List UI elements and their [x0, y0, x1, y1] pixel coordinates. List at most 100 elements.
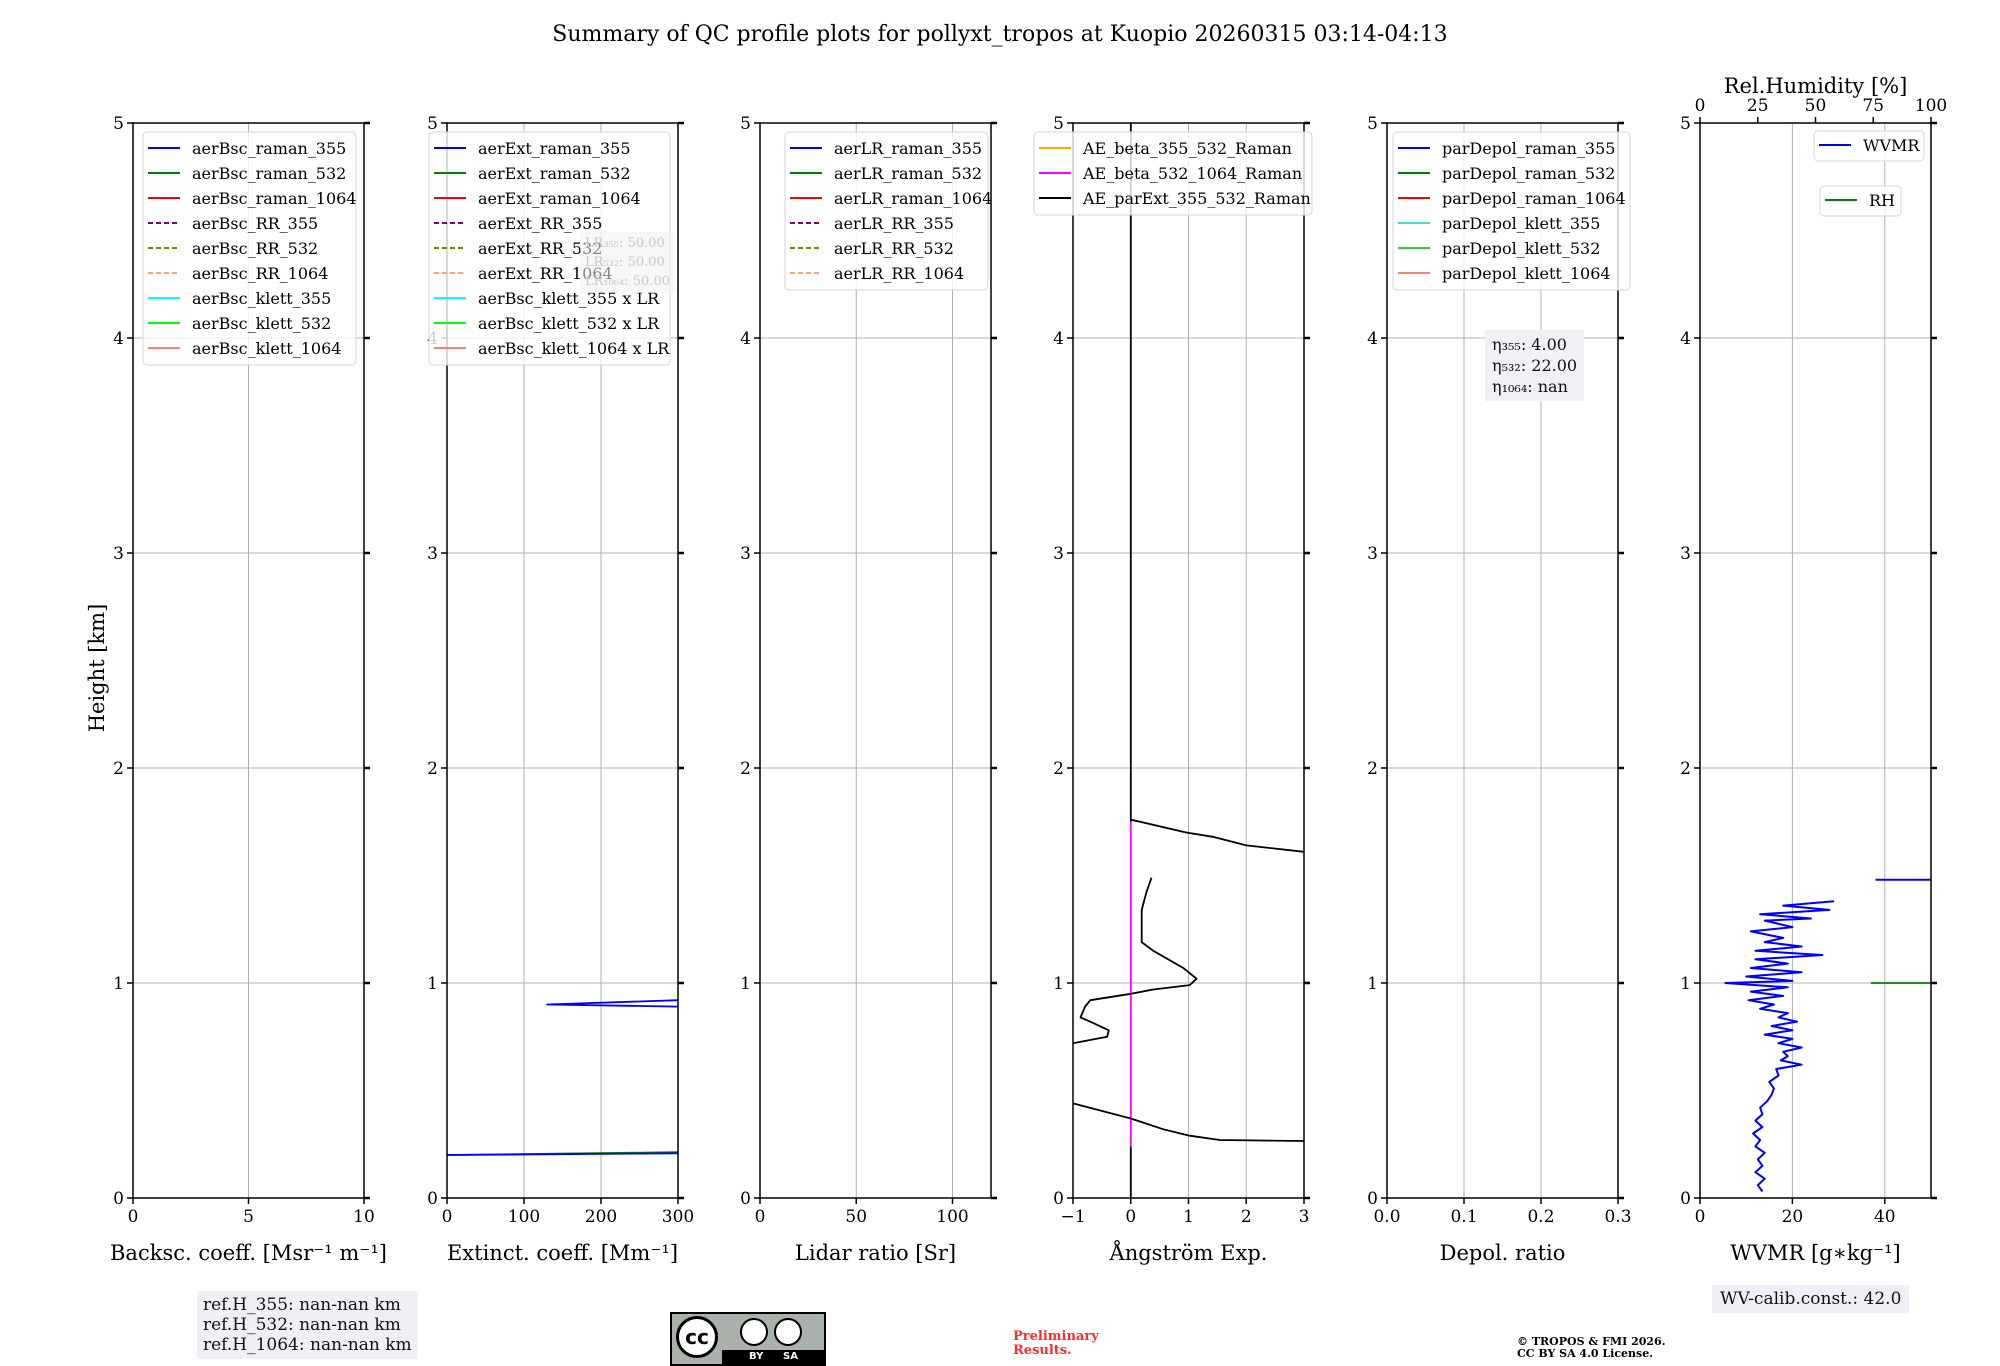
legend-label[interactable]: aerBsc_klett_1064 x LR [478, 339, 670, 358]
sa-icon [774, 1318, 802, 1346]
y-tick-label: 5 [1680, 114, 1691, 134]
y-tick-label: 4 [1367, 329, 1378, 349]
legend-label[interactable]: aerBsc_klett_1064 [192, 339, 341, 358]
x-tick-label: 0.2 [1527, 1207, 1554, 1227]
legend-label[interactable]: aerLR_raman_1064 [834, 189, 992, 208]
y-tick-label: 5 [1367, 114, 1378, 134]
x-axis-label: Depol. ratio [1440, 1241, 1566, 1265]
legend-label[interactable]: aerBsc_klett_532 [192, 314, 331, 333]
legend-label[interactable]: aerLR_RR_532 [834, 239, 954, 258]
legend-label[interactable]: aerBsc_raman_1064 [192, 189, 357, 208]
y-tick-label: 3 [1053, 544, 1064, 564]
by-icon [740, 1318, 768, 1346]
legend-label[interactable]: aerBsc_raman_532 [192, 164, 346, 183]
axes-frame [1699, 122, 1932, 1199]
reference-height-box: ref.H_355: nan-nan km ref.H_532: nan-nan… [197, 1291, 418, 1359]
cc-icon: cc [676, 1316, 718, 1358]
x-tick-label: 0.0 [1373, 1207, 1400, 1227]
top-x-tick-label: 50 [1805, 96, 1827, 116]
y-tick-label: 2 [427, 759, 438, 779]
preliminary-results-note: Preliminary Results. [1013, 1330, 1099, 1358]
legend-label[interactable]: parDepol_klett_532 [1442, 239, 1600, 258]
panel-1: 0 5 10 0 1 2 3 4 5 Backsc. coeff. [Msr⁻¹ m⁻¹] aerB… [110, 114, 387, 1265]
legend-label[interactable]: parDepol_raman_1064 [1442, 189, 1626, 208]
legend-label[interactable]: AE_parExt_355_532_Raman [1082, 189, 1311, 208]
wv-calibration-box: WV-calib.const.: 42.0 [1712, 1285, 1910, 1313]
legend-label[interactable]: parDepol_klett_1064 [1442, 264, 1611, 283]
top-x-tick-label: 75 [1862, 96, 1884, 116]
x-tick-label: 300 [662, 1207, 694, 1227]
legend-label[interactable]: aerExt_RR_532 [478, 239, 602, 258]
series-line-ae_parext_355_532_raman [1130, 818, 1305, 853]
legend-label[interactable]: aerBsc_RR_1064 [192, 264, 328, 283]
x-tick-label: 200 [585, 1207, 617, 1227]
figure-title: Summary of QC profile plots for pollyxt_… [552, 22, 1448, 47]
y-tick-label: 0 [1680, 1189, 1691, 1209]
y-tick-label: 0 [1367, 1189, 1378, 1209]
y-tick-label: 1 [1053, 974, 1064, 994]
x-tick-label: 0 [755, 1207, 766, 1227]
y-tick-label: 4 [1680, 329, 1691, 349]
x-tick-label: 20 [1782, 1207, 1804, 1227]
legend-label[interactable]: aerBsc_RR_532 [192, 239, 318, 258]
legend-label[interactable]: aerBsc_klett_355 x LR [478, 289, 660, 308]
legend-label[interactable]: aerExt_raman_532 [478, 164, 631, 183]
y-tick-label: 4 [1053, 329, 1064, 349]
y-tick-label: 3 [1367, 544, 1378, 564]
legend-label[interactable]: aerExt_RR_355 [478, 214, 602, 233]
x-tick-label: 2 [1241, 1207, 1252, 1227]
legend-label[interactable]: aerBsc_raman_355 [192, 139, 346, 158]
cc-by-sa-logo: cc BY SA [670, 1312, 826, 1366]
panel-2: 0100200300012345Extinct. coeff. [Mm⁻¹]ae… [427, 114, 694, 1265]
eta-1064: η₁₀₆₄: nan [1492, 377, 1568, 396]
x-tick-label: 0 [1695, 1207, 1706, 1227]
legend-label[interactable]: aerExt_RR_1064 [478, 264, 613, 283]
legend-label[interactable]: RH [1869, 191, 1895, 210]
copyright-line-1: © TROPOS & FMI 2026. [1517, 1335, 1666, 1348]
legend-box [142, 131, 357, 366]
legend-label[interactable]: aerExt_raman_1064 [478, 189, 641, 208]
legend-label[interactable]: aerLR_RR_1064 [834, 264, 964, 283]
x-tick-label: 0 [1125, 1207, 1136, 1227]
legend-box [1392, 131, 1631, 291]
y-tick-label: 4 [740, 329, 751, 349]
legend-label[interactable]: AE_beta_355_532_Raman [1082, 139, 1292, 158]
x-axis-label: Lidar ratio [Sr] [795, 1241, 956, 1265]
legend-label[interactable]: aerBsc_klett_532 x LR [478, 314, 660, 333]
legend-label[interactable]: WVMR [1863, 136, 1920, 155]
y-tick-label: 0 [427, 1189, 438, 1209]
series-line-aerext_raman_355 [446, 1152, 679, 1156]
x-tick-label: 50 [845, 1207, 867, 1227]
legend-label[interactable]: aerBsc_klett_355 [192, 289, 331, 308]
legend-box-wvmr [1813, 130, 1925, 162]
x-tick-label: 0 [128, 1207, 139, 1227]
legend-label[interactable]: aerExt_raman_355 [478, 139, 631, 158]
legend-label[interactable]: AE_beta_532_1064_Raman [1082, 164, 1302, 183]
by-label: BY [749, 1351, 764, 1362]
legend-label[interactable]: aerBsc_RR_355 [192, 214, 318, 233]
x-tick-label: 0 [442, 1207, 453, 1227]
y-tick-label: 1 [1680, 974, 1691, 994]
legend-label[interactable]: aerLR_raman_532 [834, 164, 982, 183]
eta-532: η₅₃₂: 22.00 [1492, 356, 1578, 375]
x-tick-label: 0.3 [1604, 1207, 1631, 1227]
y-tick-label: 2 [1367, 759, 1378, 779]
y-tick-label: 3 [740, 544, 751, 564]
y-tick-label: 5 [427, 114, 438, 134]
legend-label[interactable]: parDepol_raman_532 [1442, 164, 1615, 183]
sa-label: SA [783, 1351, 798, 1362]
legend-label[interactable]: aerLR_RR_355 [834, 214, 954, 233]
y-tick-label: 3 [113, 544, 124, 564]
preliminary-line-2: Results. [1013, 1343, 1072, 1358]
x-tick-label: −1 [1060, 1207, 1085, 1227]
eta-annotation: η₃₅₅: 4.00 η₅₃₂: 22.00 η₁₀₆₄: nan [1485, 330, 1585, 401]
eta-355: η₃₅₅: 4.00 [1492, 335, 1567, 354]
legend-label[interactable]: parDepol_raman_355 [1442, 139, 1615, 158]
y-tick-label: 1 [1367, 974, 1378, 994]
series-line-ae_parext_355_532_raman [1072, 877, 1198, 1045]
legend-label[interactable]: parDepol_klett_355 [1442, 214, 1600, 233]
x-tick-label: 1 [1183, 1207, 1194, 1227]
y-tick-label: 3 [427, 544, 438, 564]
legend-label[interactable]: aerLR_raman_355 [834, 139, 982, 158]
